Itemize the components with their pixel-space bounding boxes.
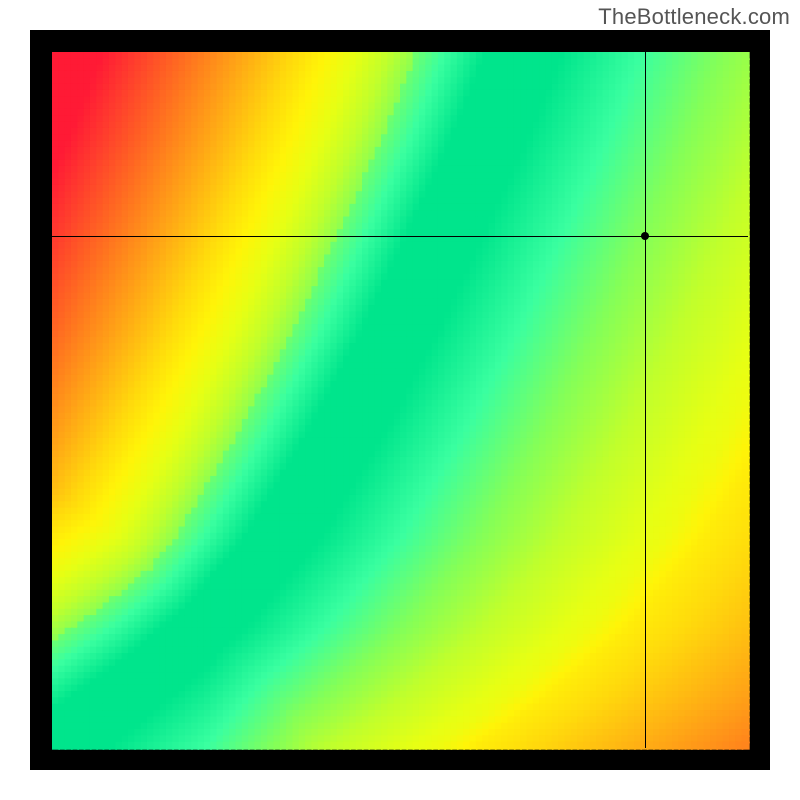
bottleneck-heatmap-frame	[30, 30, 770, 770]
crosshair-marker-dot	[641, 232, 649, 240]
watermark-text: TheBottleneck.com	[598, 4, 790, 30]
crosshair-vertical-line	[645, 52, 646, 748]
page-root: TheBottleneck.com	[0, 0, 800, 800]
bottleneck-heatmap	[30, 30, 770, 770]
